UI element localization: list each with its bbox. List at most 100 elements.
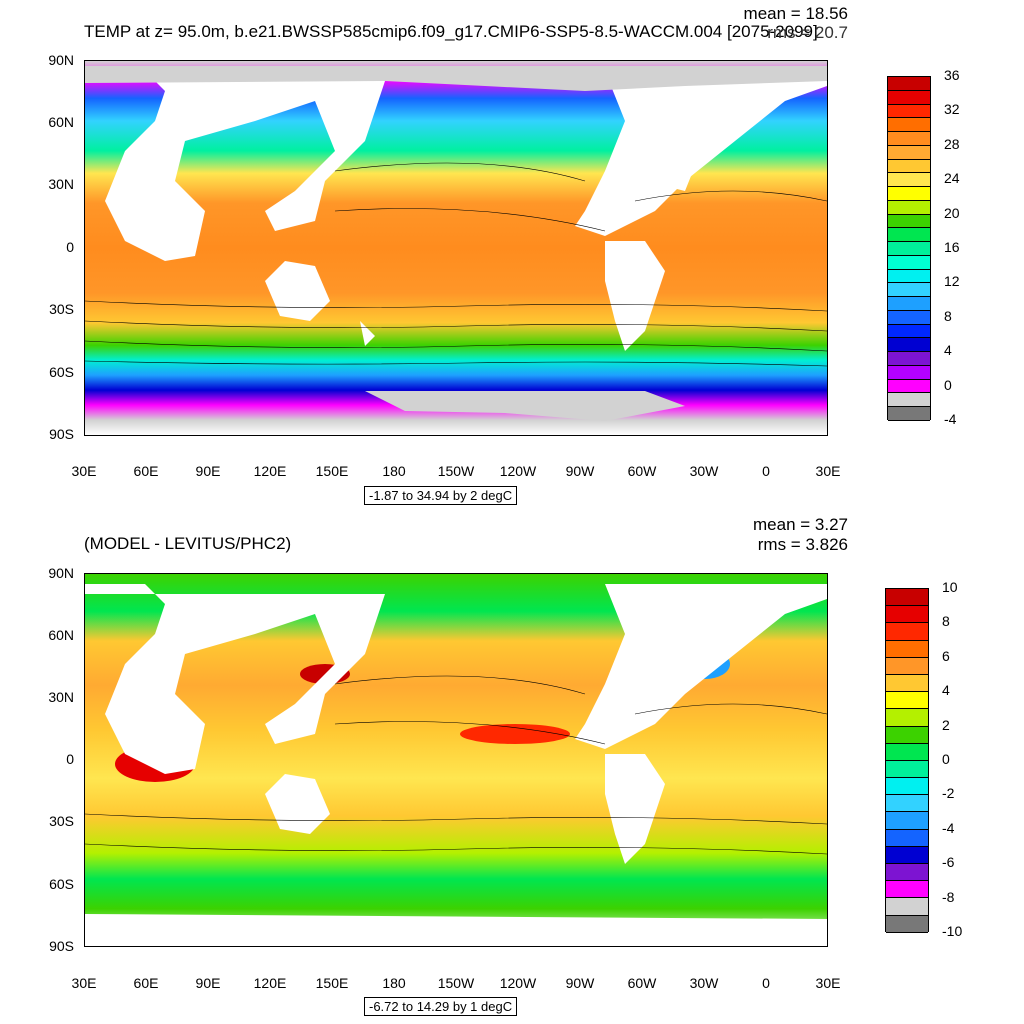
colorbar-label: 20: [944, 204, 960, 221]
y-tick-0: 0: [66, 239, 74, 255]
temperature-map: [85, 61, 827, 435]
x-tick-60w: 60W: [627, 463, 657, 479]
y-tick-90s: 90S: [49, 938, 74, 954]
colorbar-label: -8: [942, 888, 955, 905]
colorbar-swatch: [888, 352, 930, 366]
x-tick-60w: 60W: [627, 975, 657, 991]
colorbar-swatch: [886, 846, 928, 864]
x-tick-60e: 60E: [133, 463, 159, 479]
colorbar-swatch: [886, 606, 928, 624]
x-tick-30e: 30E: [71, 463, 97, 479]
y-tick-60n: 60N: [48, 114, 74, 130]
x-tick-30w: 30W: [689, 463, 719, 479]
y-tick-30s: 30S: [49, 813, 74, 829]
x-tick-150e: 150E: [315, 975, 349, 991]
colorbar-swatch: [886, 589, 928, 607]
colorbar-label: 12: [944, 273, 960, 290]
map-frame: [84, 60, 828, 436]
y-tick-90n: 90N: [48, 52, 74, 68]
colorbar-swatch: [888, 255, 930, 270]
colorbar-label: 0: [942, 751, 950, 767]
colorbar-swatch: [886, 640, 928, 658]
colorbar-swatch: [888, 338, 930, 352]
colorbar-swatch: [888, 90, 930, 105]
colorbar-label: -2: [942, 785, 955, 802]
colorbar-swatch: [888, 324, 930, 339]
colorbar-label: -6: [942, 854, 955, 871]
rms-value: rms = 3.826: [757, 535, 848, 554]
colorbar-swatch: [886, 760, 928, 779]
x-tick-30e-end: 30E: [815, 975, 841, 991]
colorbar-swatch: [888, 173, 930, 187]
colorbar-label: 6: [942, 647, 950, 664]
y-tick-30s: 30S: [49, 301, 74, 317]
panel-title: (MODEL - LEVITUS/PHC2): [84, 534, 292, 553]
colorbar-swatch: [886, 812, 928, 830]
colorbar-swatch: [888, 283, 930, 297]
x-tick-30e-end: 30E: [815, 463, 841, 479]
colorbar-label: -10: [942, 923, 963, 939]
colorbar-swatch: [888, 269, 930, 284]
colorbar-swatch: [888, 159, 930, 174]
colorbar-swatch: [886, 778, 928, 796]
contour-info-label: -1.87 to 34.94 by 2 degC: [364, 486, 518, 505]
colorbar-swatch: [888, 407, 930, 421]
contour-lines: [85, 162, 827, 367]
y-tick-30n: 30N: [48, 689, 74, 705]
colorbar-label: -4: [944, 411, 957, 427]
colorbar-swatch: [888, 187, 930, 201]
colorbar-swatch: [886, 623, 928, 641]
colorbar: [885, 588, 929, 933]
difference-map: [85, 574, 827, 946]
rms-value: rms = 20.7: [767, 23, 848, 42]
x-tick-180: 180: [382, 975, 406, 991]
y-tick-30n: 30N: [48, 176, 74, 192]
x-tick-90w: 90W: [565, 975, 595, 991]
x-tick-30e: 30E: [71, 975, 97, 991]
colorbar-swatch: [886, 692, 928, 710]
colorbar-swatch: [888, 297, 930, 311]
colorbar-swatch: [886, 709, 928, 727]
land-mask: [85, 71, 827, 351]
x-tick-90w: 90W: [565, 463, 595, 479]
colorbar-label: 4: [944, 342, 952, 359]
map-frame: [84, 573, 828, 947]
colorbar-label: 4: [942, 682, 950, 699]
x-tick-0: 0: [762, 463, 770, 479]
colorbar-swatch: [888, 379, 930, 394]
colorbar-swatch: [888, 365, 930, 380]
colorbar-swatch: [888, 118, 930, 132]
colorbar-swatch: [888, 145, 930, 160]
colorbar-label: 0: [944, 376, 952, 393]
x-tick-90e: 90E: [195, 463, 221, 479]
mean-value: mean = 18.56: [743, 4, 848, 23]
colorbar-label: 16: [944, 239, 960, 255]
contour-lines: [85, 675, 827, 855]
colorbar-swatch: [886, 657, 928, 675]
colorbar-label: 28: [944, 135, 960, 152]
colorbar-label: 8: [944, 307, 952, 324]
colorbar-label: 8: [942, 613, 950, 630]
x-tick-150w: 150W: [437, 463, 475, 479]
colorbar-swatch: [888, 228, 930, 242]
x-tick-60e: 60E: [133, 975, 159, 991]
y-tick-60s: 60S: [49, 364, 74, 380]
colorbar-label: 36: [944, 67, 960, 83]
y-tick-60s: 60S: [49, 876, 74, 892]
hot-anomaly-pacific: [460, 724, 570, 744]
y-tick-90n: 90N: [48, 565, 74, 581]
x-tick-30w: 30W: [689, 975, 719, 991]
colorbar-swatch: [886, 795, 928, 813]
colorbar-label: 10: [942, 579, 958, 595]
colorbar-label: 2: [942, 716, 950, 733]
x-tick-0: 0: [762, 975, 770, 991]
colorbar-swatch: [888, 393, 930, 407]
colorbar-swatch: [888, 242, 930, 256]
x-tick-120w: 120W: [499, 975, 537, 991]
colorbar-swatch: [888, 104, 930, 119]
contour-info-label: -6.72 to 14.29 by 1 degC: [364, 997, 518, 1016]
x-tick-120e: 120E: [253, 463, 287, 479]
x-tick-120w: 120W: [499, 463, 537, 479]
panel-temperature: TEMP at z= 95.0m, b.e21.BWSSP585cmip6.f0…: [48, 4, 960, 505]
colorbar-swatch: [888, 310, 930, 325]
